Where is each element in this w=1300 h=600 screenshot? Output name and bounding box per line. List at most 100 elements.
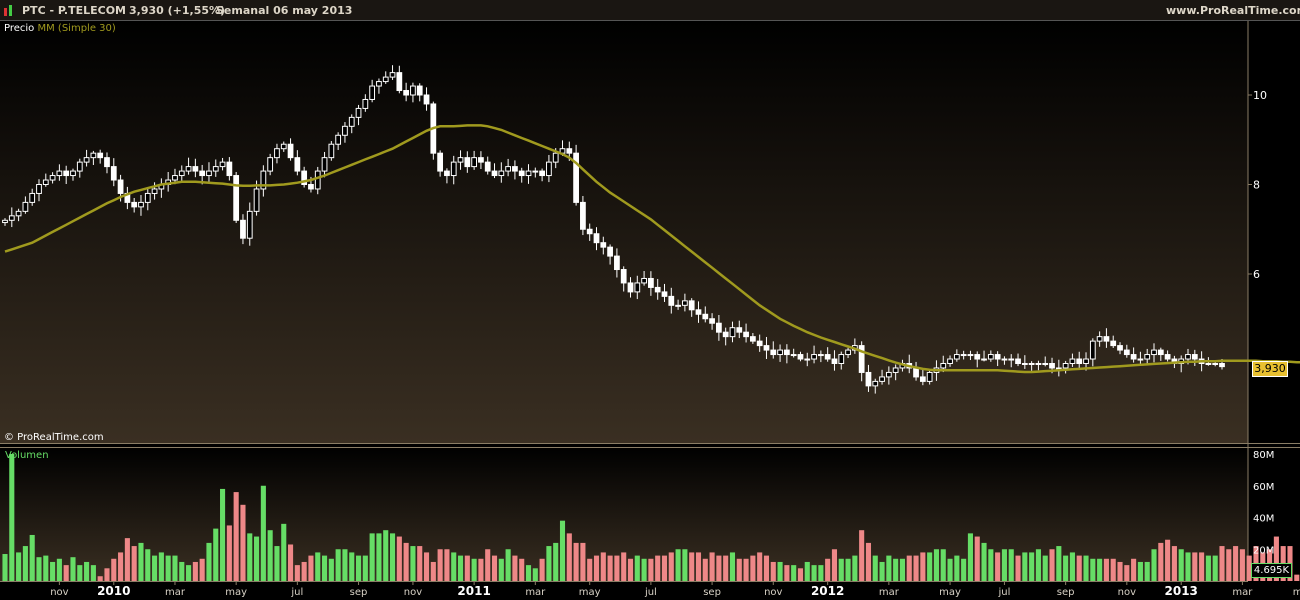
candle-body (15, 210, 22, 217)
axis-labels: 6 8 10 20M 40M 60M 80M nov 2010 mar may jul sep nov 20… (50, 89, 1300, 598)
candle-body (566, 148, 573, 154)
volume-bar (267, 530, 273, 581)
candle-body (1035, 363, 1042, 365)
candle-body (478, 157, 484, 163)
candle-body (817, 354, 824, 357)
x-tick-label: may (225, 587, 247, 598)
last-price-badge: 3,930 (1252, 361, 1288, 377)
site-label[interactable]: www.ProRealTime.com (1166, 4, 1300, 17)
candle-body (1205, 363, 1212, 365)
x-tick-label: nov (764, 587, 782, 598)
volume-bar (328, 558, 334, 581)
candle-body (743, 331, 749, 338)
x-tick-label: jul (997, 587, 1010, 598)
x-tick-label: sep (1057, 587, 1075, 598)
candle-body (342, 125, 348, 136)
volume-bar (675, 549, 681, 581)
volume-bar (1219, 546, 1225, 581)
candle-body (953, 354, 960, 360)
candle-body (253, 188, 260, 212)
candle-body (790, 354, 797, 357)
volume-bar (389, 533, 396, 581)
volume-bar (247, 533, 253, 581)
y-tick-label: 6 (1253, 268, 1260, 281)
candle-body (926, 371, 933, 382)
volume-bar (254, 536, 260, 581)
volume-bar (845, 558, 851, 581)
volume-bar (1063, 555, 1069, 581)
candle-body (532, 170, 539, 173)
moving-average-chart (4, 124, 1300, 374)
candle-body (668, 295, 675, 306)
candle-body (396, 72, 403, 92)
candle-body (960, 354, 967, 357)
volume-bar (1178, 549, 1184, 581)
volume-bar (627, 558, 634, 581)
volume-bar (444, 549, 450, 581)
candle-body (552, 152, 559, 163)
candle-body (260, 170, 267, 190)
volume-tick-label: 60M (1253, 482, 1274, 493)
candle-body (63, 170, 70, 177)
x-tick-label: jul (290, 587, 303, 598)
candle-body (777, 349, 783, 356)
volume-bar (961, 558, 967, 581)
volume-bar (1294, 574, 1300, 581)
candle-body (885, 371, 892, 378)
candle-body (131, 201, 138, 208)
volume-bar (383, 530, 389, 581)
volume-bar (1131, 558, 1137, 581)
candle-body (29, 192, 36, 203)
volume-bar (1273, 536, 1279, 581)
volume-bar (423, 552, 430, 581)
volume-bar (437, 549, 443, 581)
candle-body (321, 157, 328, 172)
candle-body (192, 166, 199, 172)
volume-bar (485, 549, 491, 581)
candle-body (1117, 345, 1123, 351)
candle-body (185, 166, 192, 172)
candle-body (688, 300, 695, 311)
candle-body (117, 179, 124, 194)
volume-bar (1246, 555, 1252, 581)
volume-bar (770, 561, 776, 581)
chart-type-icon[interactable] (4, 5, 14, 16)
candle-body (1144, 354, 1151, 360)
volume-bar (593, 555, 600, 581)
candle-body (233, 175, 240, 221)
x-tick-label: nov (404, 587, 422, 598)
volume-bar (335, 549, 341, 581)
candle-body (654, 286, 661, 293)
candle-body (838, 354, 845, 364)
volume-bar (920, 552, 926, 581)
volume-bar (29, 534, 35, 581)
candle-body (716, 322, 722, 333)
candle-body (76, 161, 83, 172)
candle-body (682, 300, 688, 306)
candle-body (355, 107, 362, 118)
candle-body (212, 166, 219, 172)
candle-body (1001, 358, 1008, 361)
volume-bar (233, 492, 239, 581)
volume-bar (661, 555, 668, 581)
candle-body (804, 358, 811, 361)
candle-body (151, 188, 158, 194)
volume-bar (743, 558, 749, 581)
volume-bar (1158, 542, 1164, 581)
candle-body (661, 291, 668, 297)
period-label: Semanal 06 may 2013 (216, 4, 353, 17)
volume-bar (349, 552, 355, 581)
candle-body (858, 345, 865, 373)
x-tick-label: 2013 (1165, 584, 1198, 598)
candle-body (756, 340, 763, 347)
candle-body (1028, 363, 1035, 365)
candle-body (1049, 363, 1055, 369)
volume-bar (852, 555, 858, 581)
volume-bar (84, 561, 90, 581)
volume-bar (77, 565, 83, 581)
volume-bar (906, 555, 912, 581)
volume-bar (893, 558, 899, 581)
x-tick-label: mar (165, 587, 186, 598)
volume-bar (559, 520, 566, 581)
volume-bar (1097, 558, 1103, 581)
